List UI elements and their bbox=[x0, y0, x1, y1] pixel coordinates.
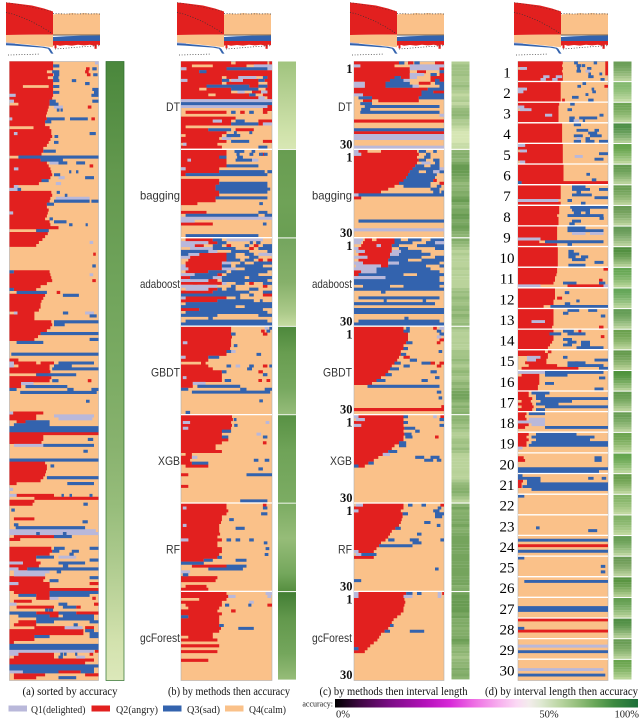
svg-text:7: 7 bbox=[503, 189, 511, 205]
svg-text:21: 21 bbox=[500, 478, 515, 494]
svg-text:Q2(angry): Q2(angry) bbox=[116, 704, 158, 716]
svg-text:(c) by methods then interval l: (c) by methods then interval length bbox=[320, 684, 468, 698]
svg-text:26: 26 bbox=[500, 581, 516, 597]
svg-text:30: 30 bbox=[340, 137, 353, 151]
svg-text:28: 28 bbox=[500, 622, 515, 638]
svg-text:19: 19 bbox=[500, 437, 515, 453]
svg-text:adaboost: adaboost bbox=[140, 277, 181, 291]
svg-text:6: 6 bbox=[503, 169, 511, 185]
svg-text:15: 15 bbox=[500, 354, 515, 370]
svg-text:XGB: XGB bbox=[330, 454, 352, 468]
svg-text:10: 10 bbox=[500, 251, 515, 267]
svg-text:18: 18 bbox=[500, 416, 515, 432]
svg-text:30: 30 bbox=[340, 314, 353, 328]
svg-text:9: 9 bbox=[503, 230, 511, 246]
svg-text:GBDT: GBDT bbox=[151, 366, 181, 380]
svg-text:30: 30 bbox=[500, 664, 515, 680]
svg-text:17: 17 bbox=[500, 395, 516, 411]
svg-text:1: 1 bbox=[346, 416, 352, 430]
svg-text:30: 30 bbox=[340, 226, 353, 240]
svg-text:16: 16 bbox=[500, 375, 516, 391]
svg-text:1: 1 bbox=[346, 239, 352, 253]
svg-text:30: 30 bbox=[340, 491, 353, 505]
svg-text:RF: RF bbox=[166, 542, 180, 556]
svg-text:1: 1 bbox=[346, 593, 352, 607]
svg-text:11: 11 bbox=[500, 272, 514, 288]
svg-text:Q4(calm): Q4(calm) bbox=[249, 704, 286, 716]
svg-text:30: 30 bbox=[340, 580, 353, 594]
svg-text:(d) by interval length then ac: (d) by interval length then accuracy bbox=[485, 684, 638, 698]
svg-text:DT: DT bbox=[166, 100, 181, 114]
svg-text:GBDT: GBDT bbox=[323, 366, 353, 380]
svg-text:Q3(sad): Q3(sad) bbox=[187, 704, 220, 716]
svg-text:100%: 100% bbox=[615, 710, 640, 721]
svg-text:29: 29 bbox=[500, 643, 515, 659]
svg-text:20: 20 bbox=[500, 457, 515, 473]
svg-text:(a) sorted by accuracy: (a) sorted by accuracy bbox=[23, 684, 118, 698]
svg-text:1: 1 bbox=[346, 150, 352, 164]
svg-text:1: 1 bbox=[346, 504, 352, 518]
svg-text:XGB: XGB bbox=[158, 454, 180, 468]
svg-text:12: 12 bbox=[500, 292, 515, 308]
svg-text:DT: DT bbox=[338, 100, 353, 114]
svg-text:0%: 0% bbox=[336, 710, 350, 721]
svg-text:22: 22 bbox=[500, 499, 515, 515]
svg-text:RF: RF bbox=[338, 542, 352, 556]
svg-text:24: 24 bbox=[500, 540, 516, 556]
svg-text:Q1(delighted): Q1(delighted) bbox=[31, 704, 86, 716]
svg-text:30: 30 bbox=[340, 668, 353, 682]
svg-text:27: 27 bbox=[500, 602, 516, 618]
svg-text:gcForest: gcForest bbox=[312, 631, 353, 645]
svg-text:accuracy:: accuracy: bbox=[302, 700, 333, 709]
svg-text:14: 14 bbox=[500, 334, 516, 350]
svg-text:13: 13 bbox=[500, 313, 515, 329]
svg-text:2: 2 bbox=[503, 86, 511, 102]
svg-text:3: 3 bbox=[503, 107, 511, 123]
svg-text:(b) by methods then accuracy: (b) by methods then accuracy bbox=[168, 684, 290, 698]
svg-text:50%: 50% bbox=[539, 710, 559, 721]
svg-text:25: 25 bbox=[500, 561, 515, 577]
svg-text:30: 30 bbox=[340, 403, 353, 417]
svg-text:4: 4 bbox=[503, 127, 511, 143]
svg-text:23: 23 bbox=[500, 519, 515, 535]
svg-text:5: 5 bbox=[503, 148, 511, 164]
svg-text:adaboost: adaboost bbox=[312, 277, 353, 291]
svg-text:1: 1 bbox=[503, 65, 511, 81]
svg-text:gcForest: gcForest bbox=[140, 631, 181, 645]
svg-text:8: 8 bbox=[503, 210, 511, 226]
svg-text:1: 1 bbox=[346, 327, 352, 341]
svg-text:bagging: bagging bbox=[140, 189, 180, 203]
svg-text:bagging: bagging bbox=[312, 189, 352, 203]
svg-text:1: 1 bbox=[346, 62, 352, 76]
